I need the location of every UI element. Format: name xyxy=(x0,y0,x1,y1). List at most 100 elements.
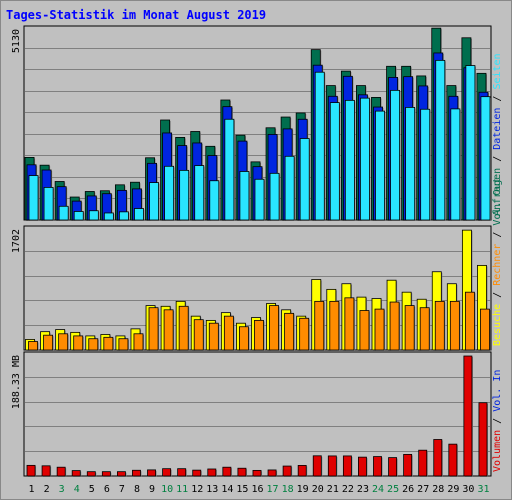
rechner-bar xyxy=(118,338,129,351)
seiten-bar xyxy=(450,108,461,221)
volumen-bar xyxy=(41,465,51,477)
seiten-bar xyxy=(480,96,491,221)
rechner-bar xyxy=(404,305,415,351)
rechner-bar xyxy=(178,305,189,351)
seiten-bar xyxy=(284,155,295,221)
rechner-bar xyxy=(464,291,475,351)
day-label: 13 xyxy=(206,484,218,495)
volumen-bar xyxy=(116,471,126,477)
seiten-bar xyxy=(194,165,205,221)
volumen-bar xyxy=(267,469,277,477)
rechner-bar xyxy=(359,310,370,351)
day-label: 5 xyxy=(89,484,95,495)
volumen-bar xyxy=(418,449,428,477)
rechner-bar xyxy=(344,297,355,351)
seiten-bar xyxy=(314,71,325,221)
rechner-bar xyxy=(163,309,174,351)
volumen-bar xyxy=(86,471,96,477)
rechner-bar xyxy=(449,300,460,351)
rechner-bar xyxy=(480,308,490,351)
seiten-bar xyxy=(239,171,250,221)
rechner-bar xyxy=(239,326,249,351)
seiten-bar xyxy=(209,180,220,221)
volumen-bar xyxy=(207,468,217,477)
seiten-bar xyxy=(134,208,144,221)
seiten-bar xyxy=(103,212,114,221)
rechner-bar xyxy=(58,333,69,351)
rechner-bar xyxy=(103,336,114,351)
volume-panel xyxy=(23,351,492,477)
day-label: 23 xyxy=(357,484,369,495)
volumen-bar xyxy=(192,469,202,477)
seiten-bar xyxy=(179,169,190,221)
day-label: 7 xyxy=(119,484,125,495)
volumen-bar xyxy=(478,402,488,477)
seiten-bar xyxy=(269,172,280,221)
rechner-bar xyxy=(299,317,310,351)
rechner-bar xyxy=(73,335,84,351)
rechner-bar xyxy=(419,307,430,351)
seiten-bar xyxy=(329,102,340,221)
chart-title: Tages-Statistik im Monat August 2019 xyxy=(6,8,267,22)
volumen-bar xyxy=(373,456,382,477)
volumen-bar xyxy=(297,465,307,477)
day-label: 21 xyxy=(327,484,339,495)
day-label: 26 xyxy=(402,484,414,495)
day-label: 10 xyxy=(161,484,173,495)
rechner-bar xyxy=(88,338,99,351)
rechner-bar xyxy=(284,312,295,351)
volumen-bar xyxy=(237,467,247,477)
volumen-bar xyxy=(222,466,232,477)
rechner-bar xyxy=(269,305,279,351)
day-label: 9 xyxy=(149,484,155,495)
seiten-bar xyxy=(299,138,310,221)
rechner-bar xyxy=(43,334,54,351)
day-label: 28 xyxy=(432,484,444,495)
rechner-bar xyxy=(329,300,340,351)
seiten-bar xyxy=(465,65,476,221)
day-label: 19 xyxy=(297,484,309,495)
volumen-bar xyxy=(448,443,458,477)
seiten-bar xyxy=(28,175,39,221)
seiten-bar xyxy=(360,97,370,221)
seiten-bar xyxy=(118,211,129,221)
volumen-bar xyxy=(101,471,111,477)
seiten-bar xyxy=(390,89,401,221)
volumen-bar xyxy=(358,456,367,477)
day-label: 6 xyxy=(104,484,110,495)
day-label: 2 xyxy=(44,484,50,495)
requests-ymax-label: 5130 xyxy=(11,29,22,53)
volumen-bar xyxy=(312,455,322,477)
day-label: 16 xyxy=(251,484,263,495)
visits-ymax-label: 1702 xyxy=(11,229,22,253)
day-label: 30 xyxy=(462,484,474,495)
volumen-bar xyxy=(147,469,156,477)
seiten-bar xyxy=(254,178,265,221)
seiten-bar xyxy=(164,165,175,221)
volume-legend: Volumen / Vol. In xyxy=(492,370,503,472)
volumen-bar xyxy=(403,453,413,477)
day-label: 29 xyxy=(447,484,459,495)
rechner-bar xyxy=(133,333,144,351)
rechner-bar xyxy=(314,300,325,351)
rechner-bar xyxy=(254,319,264,351)
volumen-bar xyxy=(342,455,352,477)
rechner-bar xyxy=(208,322,219,351)
volumen-bar xyxy=(71,470,81,477)
volumen-bar xyxy=(26,464,36,477)
day-label: 15 xyxy=(236,484,248,495)
rechner-bar xyxy=(223,315,234,351)
rechner-bar xyxy=(374,308,385,351)
day-label: 18 xyxy=(282,484,294,495)
rechner-bar xyxy=(434,300,445,351)
day-label: 12 xyxy=(191,484,203,495)
seiten-bar xyxy=(149,182,159,221)
volume-ymax-label: 188.33 MB xyxy=(11,355,22,409)
seiten-bar xyxy=(88,210,99,221)
volumen-bar xyxy=(56,466,66,477)
rechner-bar xyxy=(148,307,159,351)
day-label: 20 xyxy=(312,484,324,495)
seiten-bar xyxy=(43,187,54,221)
seiten-bar xyxy=(73,211,84,221)
